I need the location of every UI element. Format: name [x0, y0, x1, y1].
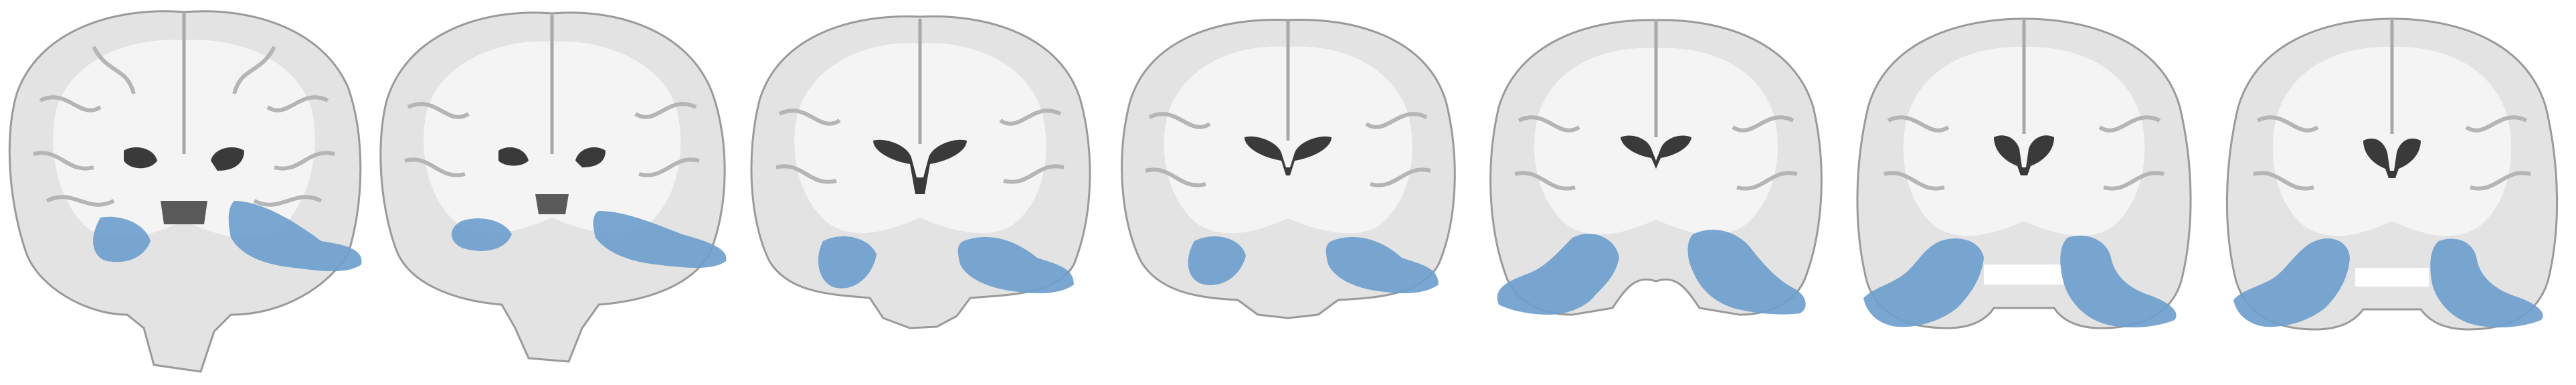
brain-slice-6-image — [1856, 17, 2192, 329]
gyri — [1883, 115, 2165, 191]
white-matter — [1534, 48, 1778, 235]
overlay-left — [818, 236, 877, 289]
gyri — [775, 108, 1065, 184]
brain-slice-2 — [368, 0, 736, 385]
brain-slice-4 — [1104, 0, 1472, 385]
ventricles — [124, 147, 244, 171]
overlay-right — [593, 211, 727, 268]
gyri-left — [33, 46, 136, 207]
overlay-left — [1188, 236, 1246, 285]
ventricles — [1994, 135, 2054, 175]
brain-slice-5 — [1472, 0, 1840, 385]
gyri — [1145, 112, 1431, 187]
gyri — [1514, 115, 1798, 191]
white-bar — [2355, 268, 2429, 287]
brain-slice-1 — [0, 0, 368, 385]
overlay-left — [2233, 238, 2350, 327]
brain-slice-7 — [2208, 0, 2576, 385]
overlay-right — [1687, 230, 1806, 315]
brain-slice-7-image — [2225, 17, 2559, 331]
overlay-left — [93, 216, 151, 262]
thalamus — [161, 201, 207, 224]
overlay-right — [2060, 235, 2177, 328]
ventricles — [873, 139, 967, 194]
overlay-right — [228, 201, 362, 271]
overlay-right — [2430, 238, 2543, 328]
gyri-right — [232, 46, 335, 207]
ventricles — [1621, 135, 1691, 169]
brain-slice-3-image — [750, 15, 1091, 329]
overlay-left — [1863, 238, 1984, 327]
white-gap — [1636, 285, 1676, 315]
brain-slice-3 — [736, 0, 1104, 385]
overlay-left — [1497, 234, 1619, 315]
brain-slice-2-image — [379, 11, 727, 363]
white-matter — [2272, 46, 2512, 236]
brain-slice-4-image — [1121, 18, 1456, 319]
brain-slice-1-image — [8, 10, 362, 373]
overlay-right — [1325, 237, 1439, 293]
ventricles — [498, 147, 606, 167]
gyri — [2253, 115, 2531, 191]
ventricles — [1245, 136, 1331, 175]
white-matter — [1903, 46, 2145, 236]
ventricles — [2363, 138, 2421, 178]
overlay-right — [957, 237, 1074, 293]
brain-slice-6 — [1840, 0, 2208, 385]
thalamus — [535, 194, 569, 214]
gyri — [404, 102, 700, 177]
brain-slice-5-image — [1489, 19, 1823, 316]
overlay-left — [452, 218, 512, 251]
white-bar — [1984, 264, 2064, 285]
